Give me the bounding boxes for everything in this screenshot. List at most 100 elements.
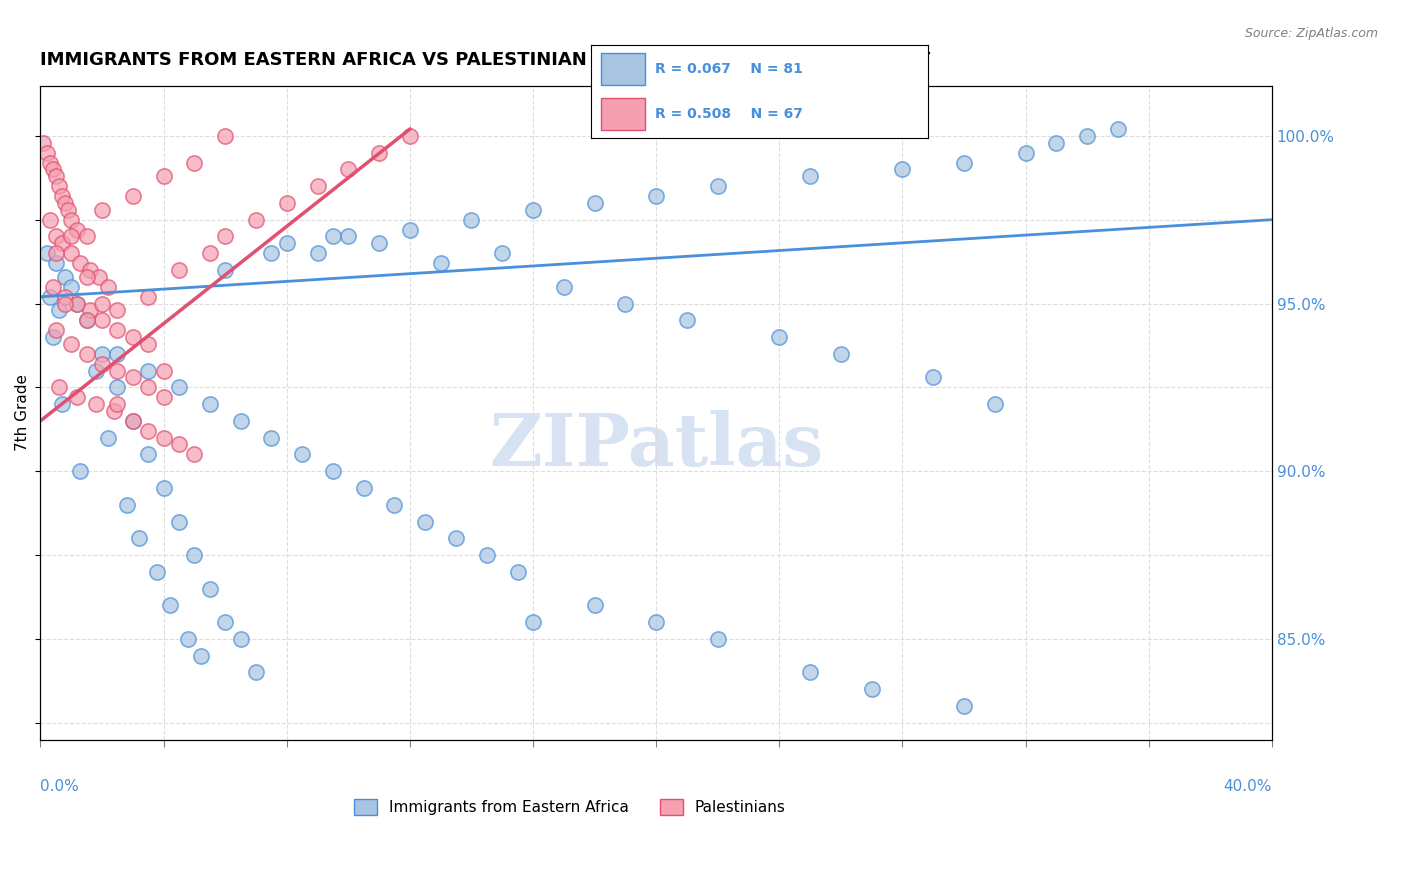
Point [198, 246, 221, 260]
Text: R = 0.067    N = 81: R = 0.067 N = 81 [655, 62, 803, 76]
Point [368, 145, 391, 160]
Point [51, 189, 73, 203]
Legend: Immigrants from Eastern Africa, Palestinians: Immigrants from Eastern Africa, Palestin… [349, 793, 792, 822]
Point [91, 296, 114, 310]
Point [84, 397, 107, 411]
Point [152, 431, 174, 445]
Point [121, 414, 143, 428]
Point [69, 464, 91, 478]
Point [136, 380, 159, 394]
Point [53, 195, 76, 210]
Point [922, 370, 945, 384]
Point [1014, 145, 1036, 160]
Point [583, 195, 606, 210]
Point [337, 229, 360, 244]
Point [76, 313, 98, 327]
Point [121, 414, 143, 428]
Y-axis label: 7th Grade: 7th Grade [15, 374, 30, 451]
Point [60, 212, 83, 227]
Point [53, 269, 76, 284]
Point [276, 236, 298, 251]
Point [245, 212, 267, 227]
Point [45, 246, 67, 260]
Point [953, 698, 976, 713]
Text: ZIPatlas: ZIPatlas [489, 409, 824, 481]
Point [76, 269, 98, 284]
Point [69, 256, 91, 270]
Point [159, 599, 181, 613]
Point [97, 279, 120, 293]
Point [706, 632, 728, 646]
Point [384, 498, 406, 512]
Point [60, 279, 83, 293]
Point [66, 296, 89, 310]
Point [42, 330, 65, 344]
Point [167, 437, 190, 451]
Point [368, 236, 391, 251]
Point [66, 296, 89, 310]
Point [429, 256, 451, 270]
Point [45, 169, 67, 183]
Point [214, 229, 236, 244]
Point [491, 246, 513, 260]
Point [183, 548, 205, 562]
Point [167, 380, 190, 394]
Point [91, 347, 114, 361]
Point [48, 380, 70, 394]
Point [229, 632, 252, 646]
Point [177, 632, 200, 646]
Point [87, 269, 110, 284]
Point [413, 515, 436, 529]
Point [1107, 122, 1129, 136]
Point [337, 162, 360, 177]
Point [53, 296, 76, 310]
Point [45, 256, 67, 270]
Point [214, 128, 236, 143]
Point [105, 347, 128, 361]
Point [38, 212, 60, 227]
Point [198, 582, 221, 596]
Point [553, 279, 575, 293]
Point [953, 155, 976, 169]
FancyBboxPatch shape [600, 98, 644, 130]
Point [229, 414, 252, 428]
Point [307, 179, 329, 194]
Point [105, 363, 128, 377]
Point [152, 391, 174, 405]
Point [706, 179, 728, 194]
Point [183, 155, 205, 169]
Point [121, 189, 143, 203]
Point [799, 169, 821, 183]
Point [42, 279, 65, 293]
Point [522, 202, 544, 217]
Point [115, 498, 138, 512]
Point [891, 162, 914, 177]
Point [136, 447, 159, 461]
Text: 0.0%: 0.0% [41, 779, 79, 794]
Point [84, 363, 107, 377]
Point [45, 229, 67, 244]
Point [48, 179, 70, 194]
Point [444, 531, 467, 545]
Point [76, 229, 98, 244]
Point [353, 481, 375, 495]
Point [260, 431, 283, 445]
Point [97, 431, 120, 445]
Point [136, 290, 159, 304]
Point [38, 290, 60, 304]
Point [1045, 136, 1067, 150]
Point [146, 565, 169, 579]
Point [768, 330, 790, 344]
Point [79, 263, 101, 277]
Point [522, 615, 544, 629]
Text: IMMIGRANTS FROM EASTERN AFRICA VS PALESTINIAN 7TH GRADE CORRELATION CHART: IMMIGRANTS FROM EASTERN AFRICA VS PALEST… [41, 51, 931, 69]
Point [35, 145, 58, 160]
Text: 40.0%: 40.0% [1223, 779, 1272, 794]
Point [35, 246, 58, 260]
Point [91, 313, 114, 327]
Point [322, 464, 344, 478]
Point [830, 347, 852, 361]
Point [53, 290, 76, 304]
Point [66, 391, 89, 405]
Point [583, 599, 606, 613]
